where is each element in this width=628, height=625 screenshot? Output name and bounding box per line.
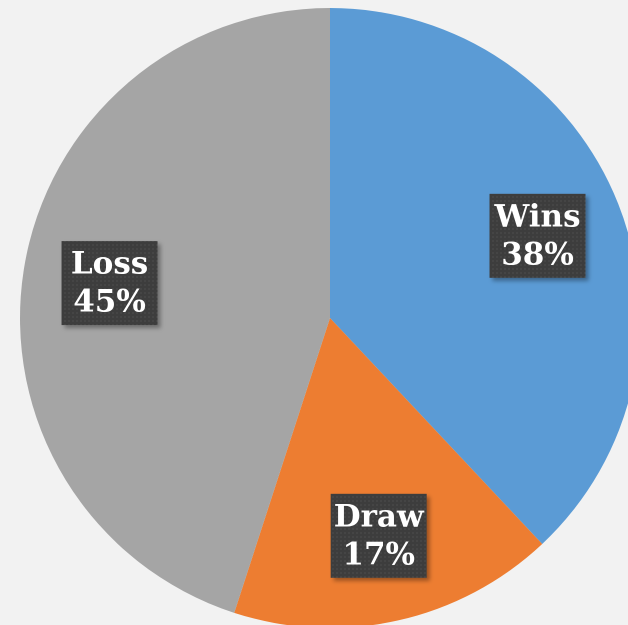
data-label-category: Wins — [494, 198, 581, 234]
data-label-box — [330, 493, 427, 578]
data-label-category: Loss — [71, 246, 148, 282]
pie-slice — [234, 318, 543, 625]
pie-slice — [330, 8, 628, 544]
data-label-box — [489, 193, 586, 278]
data-label-value: 38% — [501, 236, 574, 272]
data-label-box — [61, 241, 158, 326]
pie-slice — [20, 8, 330, 613]
data-label-category: Draw — [334, 498, 425, 534]
data-label-value: 45% — [73, 284, 146, 320]
data-label-value: 17% — [342, 536, 415, 572]
